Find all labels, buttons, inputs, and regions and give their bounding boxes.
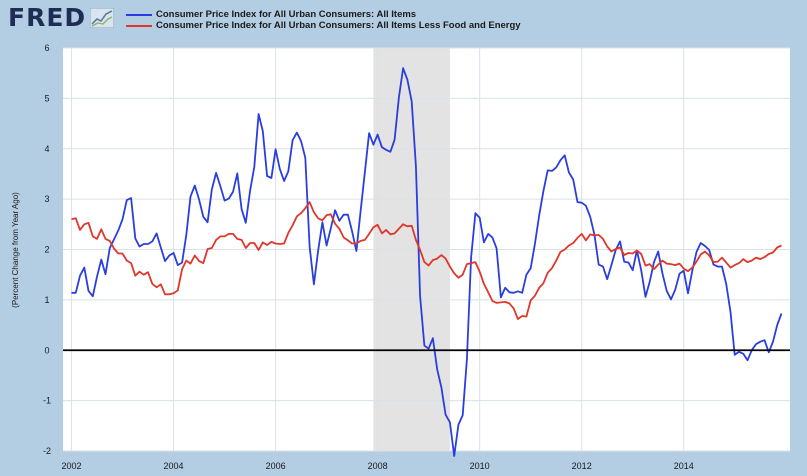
legend-label-all-items: Consumer Price Index for All Urban Consu… bbox=[156, 9, 417, 20]
chart-header: FRED Consumer Price Index for All Urban … bbox=[0, 0, 807, 40]
series-layer bbox=[71, 67, 783, 457]
y-tick-label: -1 bbox=[43, 396, 51, 406]
fred-logo[interactable]: FRED bbox=[8, 3, 87, 32]
y-tick-label: 2 bbox=[44, 245, 49, 255]
x-tick-label: 2012 bbox=[572, 461, 592, 471]
chart-legend: Consumer Price Index for All Urban Consu… bbox=[126, 9, 521, 31]
y-tick-label: 5 bbox=[44, 93, 49, 103]
x-axis-ticks: 2002 2004 2006 2008 2010 2012 2014 bbox=[62, 461, 694, 471]
legend-label-core: Consumer Price Index for All Urban Consu… bbox=[156, 20, 521, 31]
y-axis-title: (Percent Change from Year Ago) bbox=[11, 192, 20, 308]
legend-swatch-all-items bbox=[126, 14, 152, 16]
series-line-core bbox=[71, 201, 782, 320]
x-tick-label: 2014 bbox=[674, 461, 694, 471]
x-tick-label: 2006 bbox=[266, 461, 286, 471]
legend-item-core[interactable]: Consumer Price Index for All Urban Consu… bbox=[126, 20, 521, 31]
y-tick-label: 4 bbox=[44, 144, 49, 154]
y-tick-label: 6 bbox=[44, 43, 49, 53]
y-tick-label: -2 bbox=[43, 446, 51, 456]
x-tick-label: 2010 bbox=[470, 461, 490, 471]
x-tick-label: 2004 bbox=[164, 461, 184, 471]
x-tick-label: 2002 bbox=[62, 461, 82, 471]
series-line-all-items bbox=[71, 67, 783, 457]
y-axis-ticks: -2 -1 0 1 2 3 4 5 6 bbox=[43, 43, 51, 456]
legend-swatch-core bbox=[126, 25, 152, 27]
y-tick-label: 1 bbox=[44, 295, 49, 305]
y-tick-label: 0 bbox=[44, 345, 49, 355]
x-tick-label: 2008 bbox=[368, 461, 388, 471]
y-tick-label: 3 bbox=[44, 194, 49, 204]
line-chart-icon bbox=[90, 8, 114, 28]
legend-item-all-items[interactable]: Consumer Price Index for All Urban Consu… bbox=[126, 9, 521, 20]
